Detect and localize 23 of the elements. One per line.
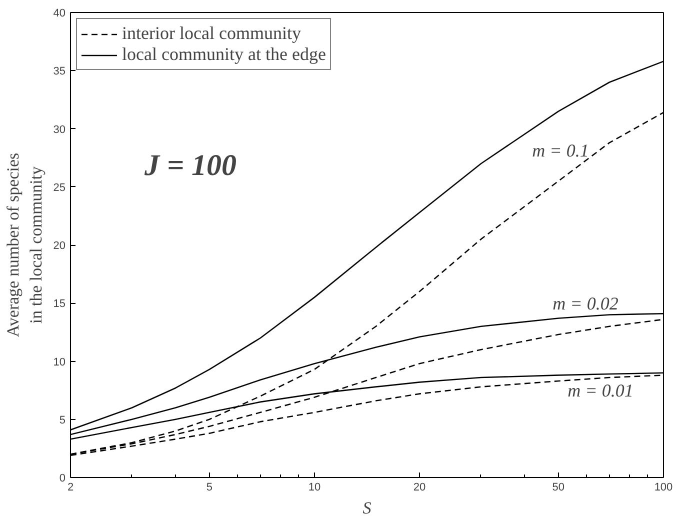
y-tick-label: 15 — [53, 298, 66, 310]
annotation: m = 0.02 — [552, 294, 618, 314]
y-tick-label: 0 — [59, 472, 66, 484]
x-axis-title: S — [362, 498, 372, 518]
x-tick-label: 20 — [413, 482, 426, 494]
y-tick-label: 40 — [53, 8, 66, 20]
annotation: J = 100 — [143, 149, 237, 182]
legend-label: interior local community — [122, 23, 301, 44]
legend-label: local community at the edge — [122, 44, 326, 65]
y-axis-title: Average number of species in the local community — [3, 152, 46, 338]
y-tick-label: 10 — [53, 356, 66, 368]
x-tick-label: 2 — [67, 482, 74, 494]
y-tick-label: 35 — [53, 66, 66, 78]
y-tick-label: 25 — [53, 182, 66, 194]
x-tick-label: 100 — [654, 482, 673, 494]
x-tick-label: 10 — [308, 482, 321, 494]
annotation: m = 0.1 — [532, 140, 589, 160]
x-tick-label: 5 — [206, 482, 212, 494]
annotation: m = 0.01 — [568, 380, 634, 400]
y-tick-label: 20 — [53, 240, 66, 252]
y-tick-label: 5 — [59, 414, 66, 426]
x-tick-label: 50 — [552, 482, 565, 494]
y-tick-label: 30 — [53, 124, 66, 136]
